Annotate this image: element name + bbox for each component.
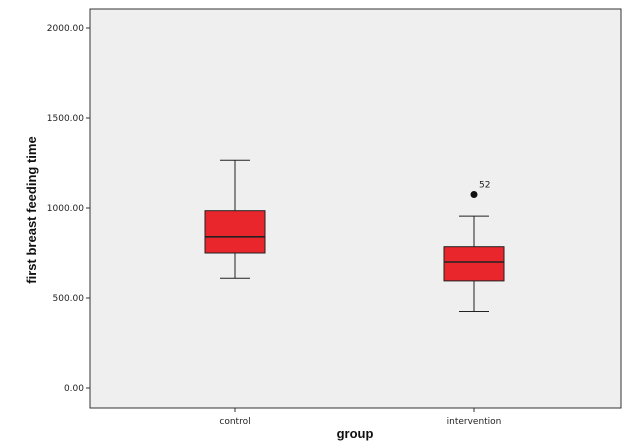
- iqr-box: [443, 246, 505, 282]
- outlier-point: [470, 191, 478, 198]
- y-axis-title: first breast feeding time: [24, 136, 39, 283]
- box-control: [204, 159, 266, 279]
- iqr-box: [204, 210, 266, 254]
- y-tick-label: 0.00: [64, 384, 84, 394]
- y-tick-label: 1000.00: [47, 204, 84, 214]
- outlier-label: 52: [479, 181, 490, 191]
- y-tick-label: 500.00: [53, 294, 85, 304]
- x-axis-title: group: [337, 426, 374, 441]
- y-tick-label: 1500.00: [47, 114, 84, 124]
- y-axis-ticks: 0.00 500.00 1000.00 1500.00 2000.00: [47, 24, 90, 394]
- box-series: 52: [204, 159, 505, 312]
- y-tick-label: 2000.00: [47, 24, 84, 34]
- plot-area: [89, 8, 622, 409]
- x-axis-ticks: control intervention: [219, 408, 501, 427]
- x-tick-label: intervention: [447, 417, 502, 427]
- box-intervention: 52: [443, 181, 505, 312]
- x-tick-label: control: [219, 417, 250, 427]
